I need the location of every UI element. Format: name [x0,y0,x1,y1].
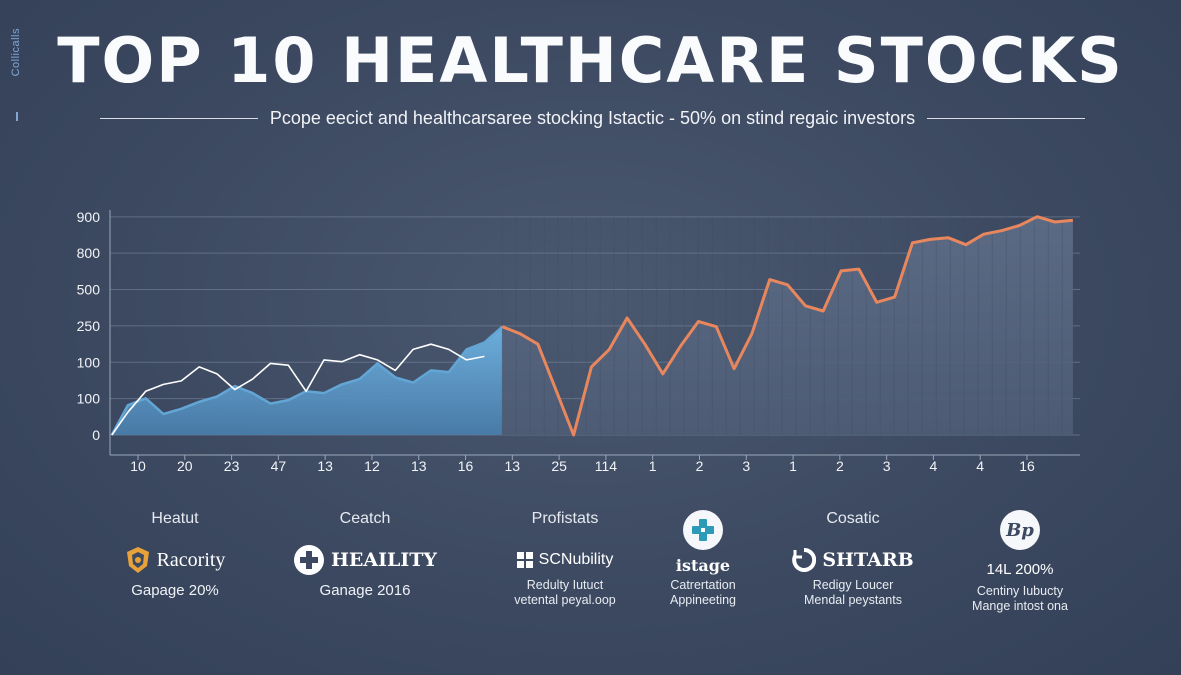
card-category: Heatut [151,510,199,527]
x-tick-label: 4 [976,458,984,474]
card-brand: SCNubility [538,551,614,568]
card-brand-row: SHTARB [768,542,938,578]
card-brand: istage [675,555,731,575]
subtitle-rule-left [100,117,258,119]
x-tick-label: 25 [551,458,567,474]
page-title: TOP 10 HEALTHCARE STOCKS [57,24,1124,97]
y-tick-label: 0 [92,427,100,443]
y-tick-label: 250 [77,318,101,334]
card-brand-row: HEAILITY [280,542,450,578]
x-tick-label: 16 [1019,458,1035,474]
stock-card-bp: Bp 14L 200% Centiny Iubucty Mange intost… [935,510,1105,614]
card-value: Gapage 20% [131,582,219,599]
card-brand-row: SCNubility [480,542,650,578]
bp-logo-icon: Bp [1000,510,1040,550]
x-tick-label: 12 [364,458,380,474]
x-tick-label: 1 [649,458,657,474]
card-desc-2: Mange intost ona [972,599,1068,613]
side-marker [16,112,18,121]
x-axis-ticks: 10 20 23 47 13 12 13 16 13 25 114 1 2 3 1 2 3 4 4 16 [130,455,1035,474]
y-tick-label: 100 [77,354,101,370]
card-category: Cosatic [826,510,880,527]
x-tick-label: 23 [224,458,240,474]
stock-cards: Heatut Racority Gapage 20% Ceatch HEAILI… [100,500,1100,630]
medical-cross-icon [293,544,325,576]
x-tick-label: 13 [317,458,333,474]
stock-card-istage: istage Catrertation Appineeting [618,510,788,608]
card-desc-1: Redulty Iutuct [526,578,604,592]
stock-card-shtarb: Cosatic SHTARB Redigy Loucer Mendal peys… [768,510,938,608]
chart-lines [110,215,1074,437]
medical-badge-icon [683,510,723,550]
stock-card-scnubility: Profistats SCNubility Redulty Iutuct vet… [480,510,650,608]
x-tick-label: 47 [271,458,287,474]
grid-logo-icon [516,552,533,568]
stock-card-racority: Heatut Racority Gapage 20% [90,510,260,599]
y-tick-label: 800 [77,245,101,261]
card-brand-row: 14L 200% [935,554,1105,584]
y-tick-label: 900 [77,209,101,225]
logo-letters: Bp [1006,519,1034,541]
x-tick-label: 2 [836,458,844,474]
x-tick-label: 13 [411,458,427,474]
subtitle-row: Pcope eecict and healthcarsaree stocking… [100,106,1085,130]
card-brand: SHTARB [822,549,914,571]
card-desc-1: Centiny Iubucty [976,584,1064,598]
stock-card-heaility: Ceatch HEAILITY Ganage 2016 [280,510,450,599]
x-tick-label: 16 [458,458,474,474]
blue-series-area [111,326,503,435]
card-desc-1: Catrertation [670,578,736,592]
card-category: Profistats [531,510,599,527]
card-brand-row: istage [618,552,788,578]
orange-series-line [501,215,1074,437]
x-tick-label: 114 [595,458,618,474]
x-tick-label: 1 [789,458,797,474]
card-desc-2: vetental peyal.oop [514,593,616,607]
card-brand: 14L 200% [986,560,1054,578]
card-brand-row: Racority [90,542,260,578]
card-brand: HEAILITY [330,549,437,571]
card-brand: Racority [156,548,226,571]
orange-series-area [502,216,1073,435]
card-value: Ganage 2016 [319,582,411,599]
subtitle-rule-right [927,117,1085,119]
x-tick-label: 2 [696,458,704,474]
card-desc-2: Mendal peystants [804,593,902,607]
chart-areas [111,215,1073,435]
x-tick-label: 20 [177,458,193,474]
swirl-logo-icon [792,548,817,572]
subtitle: Pcope eecict and healthcarsaree stocking… [269,107,916,128]
x-tick-label: 3 [742,458,750,474]
card-desc-2: Appineeting [669,593,737,607]
x-tick-label: 4 [930,458,938,474]
x-tick-label: 3 [883,458,891,474]
shield-icon [125,546,151,574]
x-tick-label: 10 [130,458,146,474]
card-desc-1: Redigy Loucer [812,578,894,592]
y-tick-label: 500 [77,282,101,298]
x-tick-label: 13 [505,458,521,474]
y-tick-label: 100 [77,391,101,407]
y-axis-ticks: 0 100 100 250 500 800 900 [77,209,101,443]
card-category: Ceatch [339,510,391,527]
white-series-line [111,343,485,436]
